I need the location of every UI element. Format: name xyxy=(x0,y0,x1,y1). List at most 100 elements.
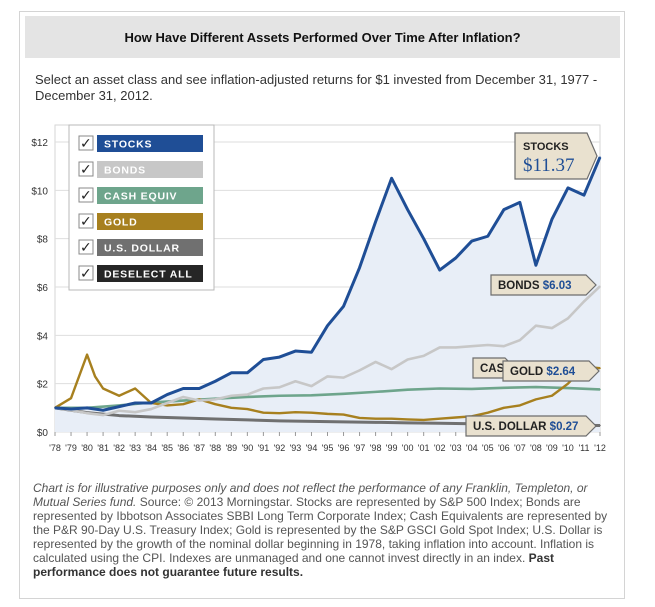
checkmark-icon: ✓ xyxy=(80,162,92,178)
data-point xyxy=(118,394,120,397)
selector-item-bonds[interactable]: ✓ BONDS xyxy=(78,161,203,178)
data-point xyxy=(310,385,313,387)
y-tick-label: $6 xyxy=(37,283,49,294)
checkmark-icon: ✓ xyxy=(80,240,92,256)
data-point xyxy=(246,408,249,410)
data-point xyxy=(342,305,345,308)
data-point xyxy=(214,398,217,401)
x-tick-label: '83 xyxy=(129,443,141,453)
swatch-button[interactable] xyxy=(97,239,203,256)
x-tick-label: '02 xyxy=(434,443,446,453)
data-point xyxy=(150,402,152,404)
x-tick-label: '91 xyxy=(258,443,270,453)
data-point xyxy=(599,285,601,288)
data-point xyxy=(134,402,136,404)
data-point xyxy=(470,240,473,242)
data-point xyxy=(406,422,409,424)
data-point xyxy=(166,402,169,404)
data-point xyxy=(438,417,441,420)
checkbox[interactable] xyxy=(78,187,94,203)
checkbox[interactable] xyxy=(78,239,94,255)
data-point xyxy=(214,403,217,406)
x-tick-label: '09 xyxy=(546,443,558,453)
data-point xyxy=(326,375,329,378)
data-point xyxy=(86,412,88,414)
end-label-box xyxy=(502,360,600,382)
data-point xyxy=(118,414,120,417)
footnote-bold: Past performance does not guarantee futu… xyxy=(33,551,555,579)
intro-text: Select an asset class and see inflation-… xyxy=(35,72,598,103)
x-tick-label: '12 xyxy=(594,443,606,453)
x-tick-label: '95 xyxy=(322,443,334,453)
data-point xyxy=(519,339,521,341)
data-point xyxy=(326,324,329,327)
x-tick-label: '06 xyxy=(498,443,510,453)
x-tick-label: '84 xyxy=(145,443,157,453)
end-label-stocks: STOCKS $11.37 xyxy=(514,132,598,180)
x-tick-label: '78 xyxy=(49,443,61,453)
data-point xyxy=(599,156,601,159)
data-point xyxy=(438,422,441,425)
swatch-button[interactable] xyxy=(97,187,203,204)
data-point xyxy=(54,407,56,409)
end-label-value: $2.64 xyxy=(546,366,575,378)
data-point xyxy=(406,358,409,361)
selector-item-stocks[interactable]: ✓ STOCKS xyxy=(78,135,203,152)
swatch-button[interactable] xyxy=(97,265,203,282)
x-tick-label: '04 xyxy=(466,443,478,453)
data-point xyxy=(454,346,457,349)
data-point xyxy=(374,220,377,223)
data-point xyxy=(166,404,169,407)
data-point xyxy=(294,411,297,413)
x-tick-label: '99 xyxy=(386,443,398,453)
chart-title: How Have Different Assets Performed Over… xyxy=(124,29,521,45)
footnote: Chart is for illustrative purposes only … xyxy=(33,481,618,579)
data-point xyxy=(198,387,201,390)
end-label-box xyxy=(514,132,598,180)
data-point xyxy=(86,407,88,409)
data-point xyxy=(470,345,473,348)
data-point xyxy=(342,376,345,379)
data-point xyxy=(70,408,72,410)
selector-box xyxy=(68,124,215,291)
data-point xyxy=(358,266,361,269)
x-tick-label: '86 xyxy=(177,443,189,453)
x-tick-label: '85 xyxy=(161,443,173,453)
data-point xyxy=(94,375,96,378)
selector-item-deselect-all[interactable]: ✓ DESELECT ALL xyxy=(78,265,203,282)
y-tick-label: $10 xyxy=(31,186,48,197)
x-tick-label: '07 xyxy=(514,443,526,453)
end-label-bonds: BONDS $6.03 xyxy=(490,274,597,296)
checkbox[interactable] xyxy=(78,213,94,229)
data-point xyxy=(422,237,425,240)
data-point xyxy=(86,353,88,356)
selector-item-cash-equiv[interactable]: ✓ CASH EQUIV xyxy=(78,187,203,204)
footnote-disclaimer: Chart is for illustrative purposes only … xyxy=(33,481,588,509)
checkbox[interactable] xyxy=(78,161,94,177)
data-point xyxy=(567,387,569,389)
data-point xyxy=(583,300,585,303)
data-point xyxy=(374,361,377,363)
data-point xyxy=(422,355,425,357)
data-point xyxy=(182,403,185,406)
data-point xyxy=(118,409,120,412)
selector-label: DESELECT ALL xyxy=(104,269,193,281)
data-point xyxy=(470,388,473,390)
checkbox[interactable] xyxy=(78,135,94,151)
selector-label: BONDS xyxy=(104,165,146,177)
data-point xyxy=(166,393,169,396)
data-point xyxy=(278,420,281,422)
data-point xyxy=(278,386,281,389)
data-point xyxy=(70,397,72,399)
swatch-button[interactable] xyxy=(97,135,203,152)
swatch-button[interactable] xyxy=(97,161,203,178)
swatch-button[interactable] xyxy=(97,213,203,230)
selector-item-u-s-dollar[interactable]: ✓ U.S. DOLLAR xyxy=(78,239,203,256)
checkbox[interactable] xyxy=(78,265,94,281)
selector-item-gold[interactable]: ✓ GOLD xyxy=(78,213,203,230)
data-point xyxy=(342,413,345,416)
data-point xyxy=(294,380,297,383)
data-point xyxy=(406,418,409,421)
data-point xyxy=(535,264,537,267)
